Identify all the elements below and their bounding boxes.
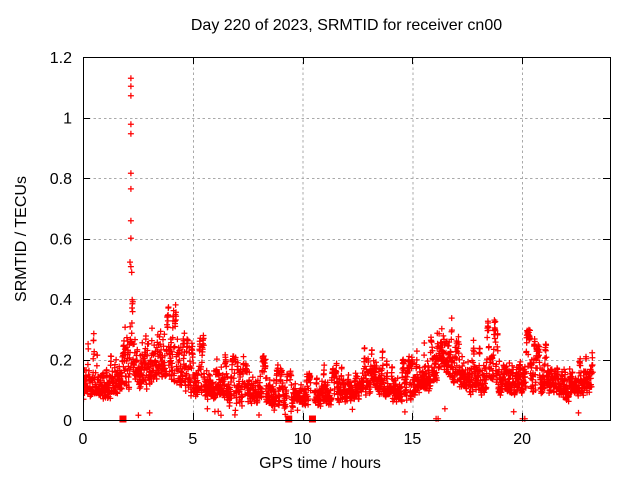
y-tick-label: 0.8 xyxy=(50,171,72,188)
y-tick-label: 0.6 xyxy=(50,232,72,249)
flag-squares xyxy=(119,415,316,423)
x-tick-label: 10 xyxy=(294,431,312,448)
y-tick-label: 1.2 xyxy=(50,50,72,67)
x-tick-labels: 0 5 10 15 20 xyxy=(79,431,532,448)
scatter-points xyxy=(83,75,596,419)
x-tick-label: 0 xyxy=(79,431,88,448)
y-tick-label: 0 xyxy=(63,413,72,430)
x-tick-label: 5 xyxy=(188,431,197,448)
x-tick-label: 15 xyxy=(403,431,421,448)
chart-title: Day 220 of 2023, SRMTID for receiver cn0… xyxy=(190,17,503,34)
plot-border xyxy=(83,57,611,421)
y-tick-label: 1 xyxy=(63,111,72,128)
y-tick-label: 0.4 xyxy=(50,292,72,309)
y-tick-label: 0.2 xyxy=(50,353,72,370)
y-tick-labels: 0 0.2 0.4 0.6 0.8 1 1.2 xyxy=(50,50,72,430)
x-axis-label: GPS time / hours xyxy=(259,455,381,472)
x-tick-label: 20 xyxy=(513,431,531,448)
